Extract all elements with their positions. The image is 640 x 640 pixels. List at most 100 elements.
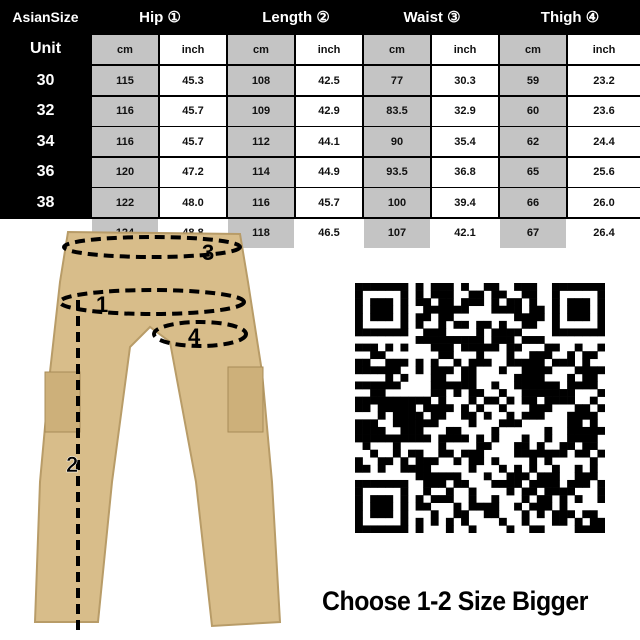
qr-module bbox=[574, 411, 583, 420]
qr-module bbox=[355, 426, 363, 435]
qr-module bbox=[430, 373, 439, 382]
qr-module bbox=[559, 487, 568, 496]
qr-finder-module bbox=[370, 510, 379, 519]
qr-module bbox=[430, 517, 439, 526]
qr-module bbox=[423, 404, 432, 413]
qr-module bbox=[438, 373, 447, 382]
qr-module bbox=[370, 351, 379, 360]
qr-module bbox=[574, 449, 583, 458]
qr-module bbox=[438, 381, 447, 390]
qr-module bbox=[355, 404, 363, 413]
qr-module bbox=[392, 442, 401, 450]
qr-module bbox=[476, 449, 485, 458]
qr-finder-module bbox=[355, 320, 363, 329]
qr-module bbox=[430, 283, 439, 291]
qr-module bbox=[423, 502, 432, 511]
qr-module bbox=[483, 283, 492, 291]
qr-module bbox=[559, 358, 568, 367]
qr-module bbox=[423, 457, 432, 466]
table-cell: 77 bbox=[364, 66, 430, 95]
qr-module bbox=[582, 358, 591, 367]
qr-module bbox=[400, 434, 409, 443]
qr-finder-module bbox=[574, 283, 583, 291]
qr-module bbox=[362, 404, 371, 413]
qr-module bbox=[536, 479, 545, 488]
qr-module bbox=[400, 419, 409, 428]
qr-module bbox=[476, 404, 485, 413]
qr-finder-module bbox=[392, 525, 401, 533]
qr-module bbox=[536, 313, 545, 322]
qr-module bbox=[453, 479, 462, 488]
qr-finder-module bbox=[574, 305, 583, 314]
unit-cm: cm bbox=[500, 35, 566, 64]
qr-module bbox=[589, 525, 598, 533]
qr-module bbox=[582, 404, 591, 413]
qr-module bbox=[521, 495, 530, 503]
qr-module bbox=[582, 510, 591, 519]
qr-finder-module bbox=[370, 305, 379, 314]
qr-module bbox=[423, 472, 432, 481]
qr-module bbox=[506, 525, 515, 533]
qr-module bbox=[415, 457, 424, 466]
qr-module bbox=[445, 343, 454, 352]
qr-module bbox=[582, 381, 591, 390]
qr-module bbox=[453, 434, 462, 443]
qr-module bbox=[468, 373, 477, 382]
qr-finder-module bbox=[362, 328, 371, 337]
qr-module bbox=[559, 389, 568, 397]
qr-finder-module bbox=[551, 290, 560, 299]
table-cell: 107 bbox=[364, 218, 430, 248]
table-cell: 24.4 bbox=[568, 127, 640, 156]
qr-module bbox=[529, 396, 538, 405]
qr-module bbox=[468, 419, 477, 428]
qr-finder-module bbox=[551, 283, 560, 291]
qr-module bbox=[370, 449, 379, 458]
qr-finder-module bbox=[355, 510, 363, 519]
unit-label: Unit bbox=[29, 40, 62, 57]
qr-module bbox=[544, 472, 553, 481]
qr-code bbox=[355, 283, 605, 533]
qr-module bbox=[529, 305, 538, 314]
qr-module bbox=[362, 464, 371, 473]
qr-module bbox=[438, 298, 447, 307]
qr-module bbox=[567, 358, 575, 367]
qr-finder-module bbox=[355, 495, 363, 503]
table-cell: 115 bbox=[92, 66, 158, 95]
qr-module bbox=[498, 328, 507, 337]
qr-module bbox=[514, 449, 522, 458]
qr-module bbox=[362, 366, 371, 375]
table-cell: 83.5 bbox=[364, 96, 430, 126]
qr-module bbox=[461, 404, 469, 413]
size-label: 38 bbox=[36, 193, 55, 211]
qr-module bbox=[461, 479, 469, 488]
qr-module bbox=[498, 336, 507, 344]
table-cell: 66 bbox=[500, 188, 566, 217]
qr-module bbox=[415, 495, 424, 503]
qr-module bbox=[438, 479, 447, 488]
qr-finder-module bbox=[400, 510, 409, 519]
qr-module bbox=[453, 502, 462, 511]
qr-module bbox=[430, 366, 439, 375]
qr-module bbox=[476, 351, 485, 360]
qr-module bbox=[377, 426, 386, 435]
qr-module bbox=[468, 495, 477, 503]
size-chart-table: AsianSize Hip ① Length ② Waist ③ Thigh ④… bbox=[0, 0, 640, 248]
table-cell: 26.0 bbox=[568, 188, 640, 217]
qr-module bbox=[574, 381, 583, 390]
size-label: 32 bbox=[36, 102, 55, 119]
qr-finder-module bbox=[355, 283, 363, 291]
column-header-hip: Hip ① bbox=[139, 9, 181, 26]
qr-module bbox=[408, 419, 416, 428]
qr-module bbox=[445, 472, 454, 481]
qr-module bbox=[567, 351, 575, 360]
qr-module bbox=[415, 419, 424, 428]
qr-finder-module bbox=[362, 525, 371, 533]
qr-finder-module bbox=[377, 479, 386, 488]
qr-module bbox=[468, 487, 477, 496]
table-cell: 25.6 bbox=[568, 157, 640, 187]
qr-module bbox=[491, 510, 500, 519]
qr-finder-module bbox=[551, 298, 560, 307]
qr-module bbox=[536, 381, 545, 390]
qr-module bbox=[468, 396, 477, 405]
qr-module bbox=[514, 419, 522, 428]
